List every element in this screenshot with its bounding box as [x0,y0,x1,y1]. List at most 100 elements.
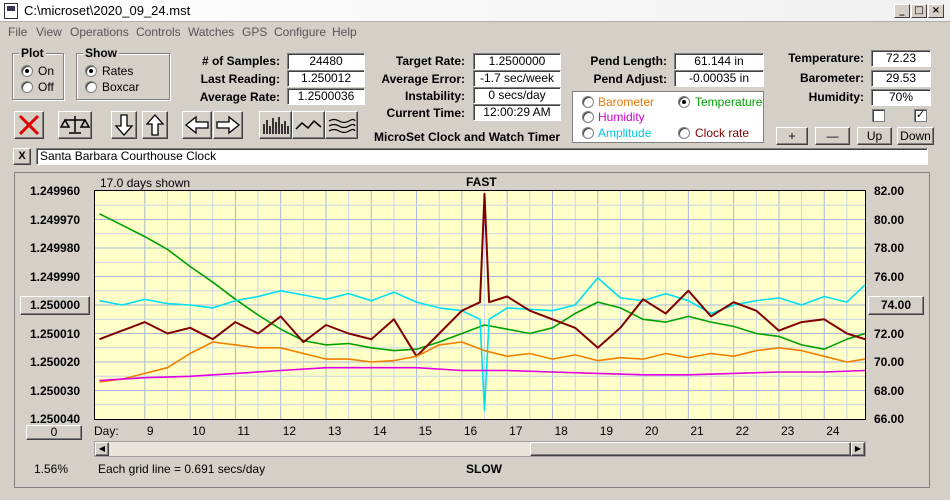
menu-view[interactable]: View [36,25,62,39]
histogram-icon [263,117,289,134]
clear-watch-button[interactable]: X [13,148,31,165]
scroll-right-arrow[interactable]: ▶ [851,442,865,456]
multi-wave-icon [328,118,356,134]
watch-name-field[interactable]: Santa Barbara Courthouse Clock [36,148,928,165]
checkbox-2[interactable]: ✓ [914,109,927,122]
aux-humidity-radio[interactable] [582,111,594,123]
menu-bar: File View Operations Controls Watches GP… [0,22,950,42]
series-line-barometer [99,341,866,383]
app-caption: MicroSet Clock and Watch Timer [374,130,561,144]
series-line-amplitude [99,277,866,412]
temperature-field: 72.23 [871,50,931,67]
series-line-clock-rate [99,192,866,358]
menu-file[interactable]: File [8,25,28,39]
scroll-left-arrow[interactable]: ◀ [95,442,109,456]
series-line-temperature [99,213,866,352]
app-icon [4,3,18,19]
maximize-button[interactable]: □ [911,4,927,18]
pend-adjust-label: Pend Adjust: [593,72,667,86]
aux-barometer-label: Barometer [598,95,655,109]
aux-temperature-radio[interactable] [678,96,690,108]
wave-button[interactable] [292,111,325,139]
y-right-tick-label: 80.00 [874,212,905,227]
barometer-field: 29.53 [871,70,931,87]
y-right-tick-label: 66.00 [874,412,905,426]
aux-plus-button[interactable]: + [776,127,808,145]
day-axis-label: Day: [94,424,119,438]
menu-help[interactable]: Help [332,25,357,39]
scroll-down-button[interactable] [111,111,137,139]
balance-button[interactable] [58,111,92,139]
y-right-tick-label: 72.00 [874,326,905,341]
aux-amplitude-radio[interactable] [582,127,594,139]
y-right-tick-label: 82.00 [874,184,905,198]
y-left-tick-label: 1.250010 [30,326,81,341]
plot-on-radio[interactable] [21,65,33,77]
target-rate-field[interactable]: 1.2500000 [473,53,561,70]
chart-frame [14,172,930,488]
multi-wave-button[interactable] [325,111,358,139]
aux-down-button[interactable]: Down [897,127,934,145]
stop-button[interactable] [14,111,44,139]
aux-barometer-radio[interactable] [582,96,594,108]
aux-center-button[interactable]: 74.00 [868,296,924,315]
y-left-tick-label: 1.249970 [30,212,81,227]
center-rate-button[interactable]: 1.250000 [20,296,90,315]
y-left-tick-label: 1.250040 [30,412,81,426]
average-error-field: -1.7 sec/week [473,70,561,87]
plot-off-radio[interactable] [21,81,33,93]
humidity-label: Humidity: [808,90,864,104]
zero-button[interactable]: 0 [26,425,82,440]
menu-operations[interactable]: Operations [70,25,129,39]
current-time-field: 12:00:29 AM [473,104,561,121]
show-group [76,53,170,100]
aux-minus-button[interactable]: — [815,127,850,145]
series-line-humidity [99,366,866,382]
instability-label: Instability: [404,89,465,103]
pend-adjust-field: -0.00035 in [674,70,764,87]
humidity-field: 70% [871,89,931,106]
arrow-down-icon [114,114,134,136]
menu-gps[interactable]: GPS [242,25,268,39]
scroll-left-button[interactable] [182,111,212,139]
chart-plot [95,191,866,419]
pend-length-field[interactable]: 61.144 in [674,53,764,70]
grid-note: Each grid line = 0.691 secs/day [98,462,266,476]
close-window-button[interactable]: × [928,4,944,18]
arrow-right-icon [216,115,241,135]
scrollbar-thumb[interactable] [530,442,851,456]
menu-configure[interactable]: Configure [274,25,327,39]
y-left-tick-label: 1.249960 [30,184,81,198]
scroll-right-button[interactable] [213,111,243,139]
average-rate-label: Average Rate: [199,90,280,104]
y-right-tick-label: 76.00 [874,269,905,284]
slow-label: SLOW [466,462,502,476]
samples-field: 24480 [287,53,365,70]
scroll-up-button[interactable] [142,111,168,139]
checkbox-1[interactable] [872,109,885,122]
y-left-tick-label: 1.250030 [30,383,81,398]
aux-temperature-label: Temperature [695,95,763,109]
right-axis-labels: 82.00 80.00 78.00 76.00 72.00 70.00 68.00 66.00 [866,0,930,500]
left-axis-labels: 1.249960 1.249970 1.249980 1.249990 1.250010… [14,0,94,500]
minimize-button[interactable]: _ [894,4,910,18]
show-group-title: Show [83,46,119,60]
y-left-tick-label: 1.249980 [30,241,81,255]
y-right-tick-label: 68.00 [874,383,905,398]
arrow-up-icon [145,114,165,136]
aux-clockrate-radio[interactable] [678,127,690,139]
menu-controls[interactable]: Controls [136,25,181,39]
show-rates-radio[interactable] [85,65,97,77]
plot-area [94,190,866,420]
wave-icon [295,119,322,130]
menu-watches[interactable]: Watches [188,25,235,39]
fast-label: FAST [466,175,497,189]
scale-balance-icon [59,116,91,134]
aux-up-button[interactable]: Up [857,127,892,145]
y-right-tick-label: 78.00 [874,241,905,255]
aux-clockrate-label: Clock rate [695,126,750,140]
last-reading-field: 1.250012 [287,70,365,87]
show-boxcar-radio[interactable] [85,81,97,93]
histogram-button[interactable] [259,111,292,139]
instability-field: 0 secs/day [473,87,561,104]
